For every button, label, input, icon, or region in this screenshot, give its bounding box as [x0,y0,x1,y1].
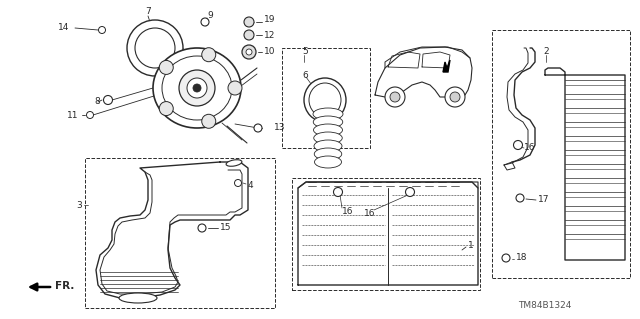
Ellipse shape [119,293,157,303]
Circle shape [198,224,206,232]
Text: 9: 9 [207,11,212,19]
Text: 12: 12 [264,31,275,40]
Bar [292,178,480,290]
Circle shape [513,140,522,150]
Text: 13: 13 [274,123,285,132]
Circle shape [390,92,400,102]
Circle shape [450,92,460,102]
Circle shape [135,28,175,68]
Bar [492,30,630,278]
Bar [282,48,370,148]
Circle shape [179,70,215,106]
Circle shape [99,26,106,33]
Circle shape [333,188,342,197]
Text: 5: 5 [302,48,308,56]
Circle shape [159,60,173,74]
Text: 16: 16 [342,207,353,217]
Ellipse shape [304,78,346,122]
Ellipse shape [226,160,242,166]
Ellipse shape [313,116,343,128]
Circle shape [187,78,207,98]
Circle shape [242,45,256,59]
Text: 16: 16 [364,209,375,218]
Circle shape [445,87,465,107]
Text: 3: 3 [76,201,82,210]
Text: 2: 2 [543,48,548,56]
Ellipse shape [314,156,342,168]
Circle shape [385,87,405,107]
Text: 11: 11 [67,110,78,120]
Circle shape [244,17,254,27]
Text: 1: 1 [468,241,474,249]
Circle shape [127,20,183,76]
Ellipse shape [314,124,342,136]
Text: 19: 19 [264,16,275,25]
Ellipse shape [309,83,341,117]
Ellipse shape [313,108,343,120]
Text: TM84B1324: TM84B1324 [518,301,572,310]
Ellipse shape [314,148,342,160]
Circle shape [201,18,209,26]
Text: 7: 7 [145,8,151,17]
Circle shape [254,124,262,132]
Circle shape [202,48,216,62]
Circle shape [406,188,415,197]
Text: 18: 18 [516,254,527,263]
Text: 17: 17 [538,196,550,204]
Circle shape [159,101,173,115]
Text: 16: 16 [524,144,536,152]
Bar [85,158,275,308]
Text: 4: 4 [248,181,253,189]
Text: FR.: FR. [55,281,74,291]
Circle shape [244,30,254,40]
Circle shape [104,95,113,105]
Polygon shape [443,60,450,72]
Ellipse shape [314,140,342,152]
Circle shape [193,84,201,92]
Circle shape [228,81,242,95]
Text: 10: 10 [264,48,275,56]
Text: 15: 15 [220,224,232,233]
Circle shape [234,180,241,187]
Circle shape [202,114,216,128]
Ellipse shape [153,48,241,128]
Circle shape [246,49,252,55]
Circle shape [516,194,524,202]
Text: 14: 14 [58,24,69,33]
Text: 6: 6 [302,70,308,79]
Circle shape [86,112,93,118]
Circle shape [502,254,510,262]
Text: 8: 8 [94,98,100,107]
Ellipse shape [162,56,232,120]
Ellipse shape [314,132,342,144]
